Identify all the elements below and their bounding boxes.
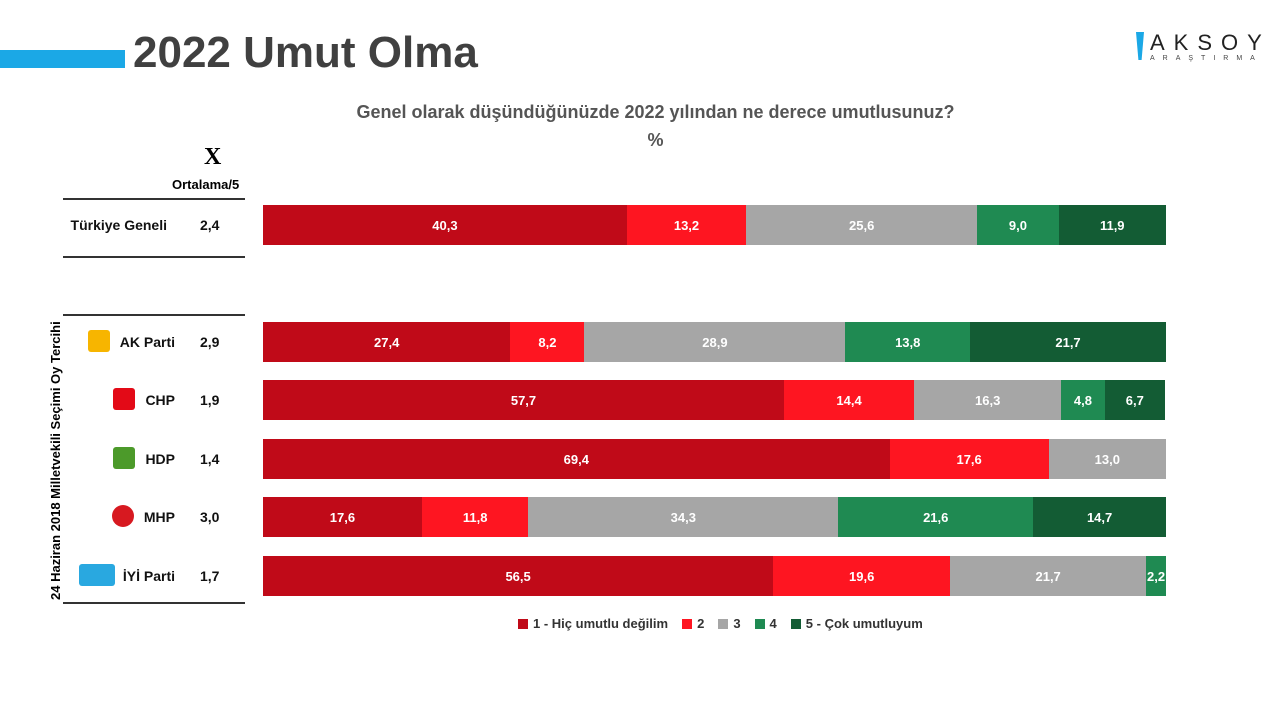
mhp-logo-icon — [112, 505, 134, 527]
divider — [63, 198, 245, 200]
bar-segment: 40,3 — [263, 205, 627, 245]
bar-segment: 2,2 — [1146, 556, 1166, 596]
bar-segment: 21,6 — [838, 497, 1034, 537]
category-label: CHP — [145, 392, 175, 408]
legend-item: 4 — [754, 616, 777, 631]
legend-label: 4 — [769, 616, 777, 631]
bar-segment: 14,7 — [1033, 497, 1166, 537]
bar-segment: 11,8 — [421, 497, 529, 537]
hdp-logo-icon — [113, 447, 135, 469]
legend-swatch — [682, 618, 693, 629]
bar-segment: 13,2 — [626, 205, 747, 245]
legend-swatch — [754, 618, 765, 629]
category-label: Türkiye Geneli — [70, 217, 167, 233]
legend-item: 5 - Çok umutluyum — [790, 616, 923, 631]
bar-segment: 21,7 — [970, 322, 1166, 362]
bar-segment: 27,4 — [263, 322, 511, 362]
bar-segment: 69,4 — [263, 439, 890, 479]
bar-segment: 17,6 — [889, 439, 1049, 479]
aksoy-logo: AKSOY ARAŞTIRMA — [1136, 30, 1263, 70]
legend-item: 3 — [718, 616, 741, 631]
legend-item: 2 — [682, 616, 704, 631]
bar-segment: 11,9 — [1058, 205, 1166, 245]
group-label: 24 Haziran 2018 Milletvekili Seçimi Oy T… — [48, 321, 63, 600]
chp-logo-icon — [113, 388, 135, 410]
bar-segment: 16,3 — [914, 380, 1062, 420]
iyi-parti-logo-icon — [79, 564, 115, 586]
bar-segment: 13,0 — [1048, 439, 1166, 479]
bar-segment: 57,7 — [263, 380, 785, 420]
logo-subtext: ARAŞTIRMA — [1150, 55, 1263, 62]
legend-swatch — [518, 618, 528, 629]
legend-item: 1 - Hiç umutlu değilim — [518, 616, 668, 631]
divider — [63, 602, 245, 604]
legend-label: 3 — [733, 616, 741, 631]
ak-parti-logo-icon — [88, 330, 110, 352]
bar-segment: 8,2 — [510, 322, 585, 362]
legend-label: 5 - Çok umutluyum — [805, 616, 923, 631]
bar-segment: 19,6 — [773, 556, 951, 596]
chart-subtitle: % — [647, 130, 664, 150]
bar-segment: 9,0 — [977, 205, 1059, 245]
bar-segment: 21,7 — [950, 556, 1147, 596]
divider — [63, 314, 245, 316]
chart-title: Genel olarak düşündüğünüzde 2022 yılında… — [356, 102, 955, 122]
average-value: 1,4 — [200, 451, 220, 467]
logo-text: AKSOY — [1150, 30, 1271, 55]
category-label: AK Parti — [119, 334, 175, 350]
logo-mark-icon — [1136, 32, 1144, 60]
bar-segment: 17,6 — [263, 497, 422, 537]
category-label: İYİ Parti — [122, 568, 175, 584]
bar-segment: 4,8 — [1061, 380, 1105, 420]
average-value: 3,0 — [200, 509, 220, 525]
bar-segment: 14,4 — [784, 380, 915, 420]
average-value: 2,4 — [200, 217, 220, 233]
bar-segment: 25,6 — [746, 205, 978, 245]
average-header: Ortalama/5 — [172, 177, 240, 192]
average-value: 1,7 — [200, 568, 220, 584]
page-title: 2022 Umut Olma — [133, 28, 478, 77]
legend-swatch — [790, 618, 801, 629]
category-label: MHP — [143, 509, 175, 525]
legend-label: 1 - Hiç umutlu değilim — [533, 616, 669, 631]
bar-segment: 34,3 — [528, 497, 839, 537]
divider — [63, 256, 245, 258]
bar-segment: 6,7 — [1104, 380, 1166, 420]
average-value: 1,9 — [200, 392, 220, 408]
bar-segment: 28,9 — [584, 322, 846, 362]
bar-segment: 13,8 — [845, 322, 971, 362]
bar-segment: 56,5 — [263, 556, 774, 596]
legend-label: 2 — [697, 616, 705, 631]
mean-symbol: X — [204, 144, 222, 170]
legend: 1 - Hiç umutlu değilim 2 3 4 5 - Çok umutluy… — [518, 616, 923, 631]
legend-swatch — [718, 618, 729, 629]
category-label: HDP — [145, 451, 175, 467]
title-accent-bar — [0, 50, 125, 68]
average-value: 2,9 — [200, 334, 220, 350]
